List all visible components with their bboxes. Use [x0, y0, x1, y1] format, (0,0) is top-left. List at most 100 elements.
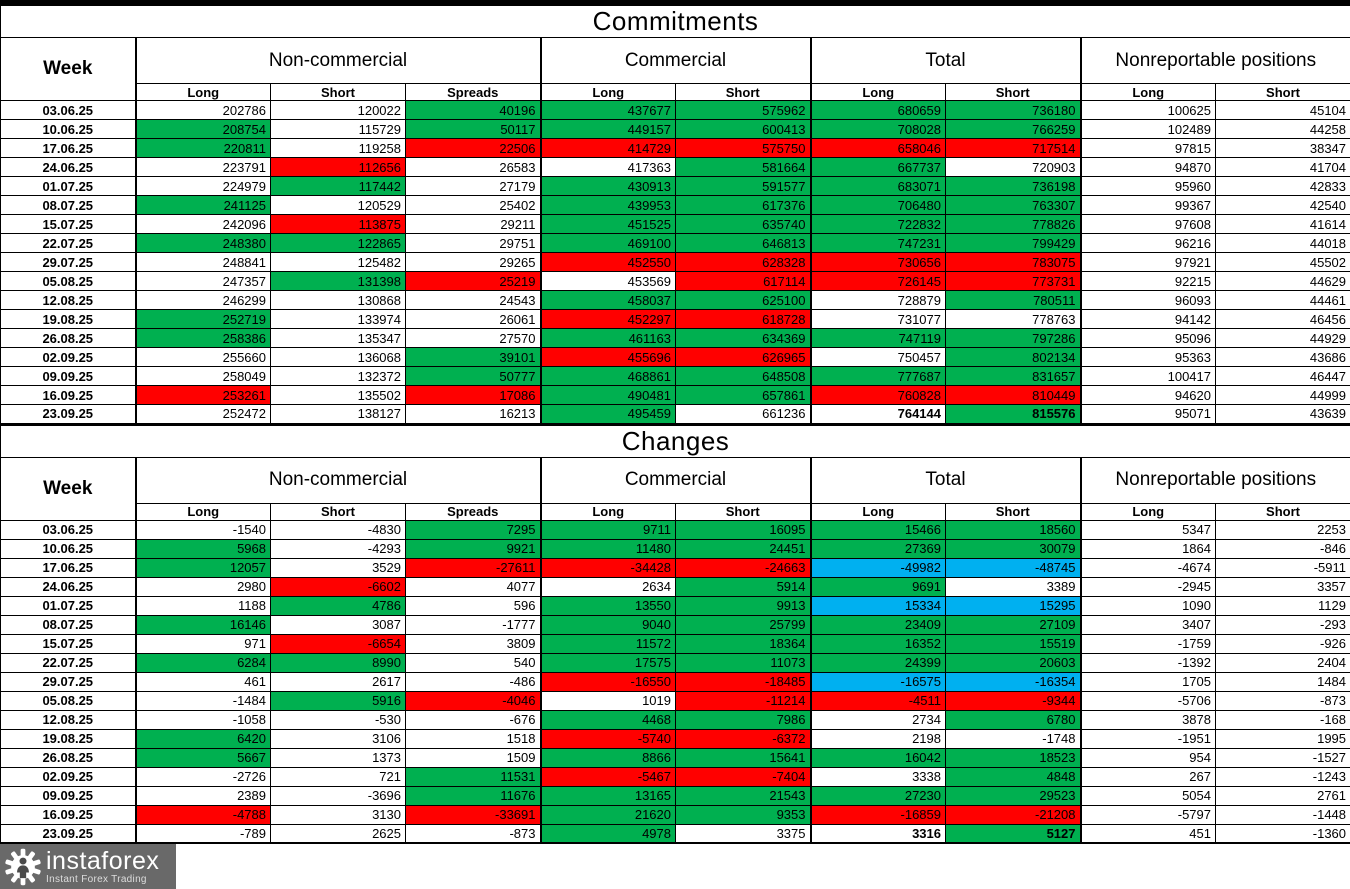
value-cell: -5740	[539, 728, 676, 749]
value-cell: 540	[405, 652, 541, 673]
value-cell: 20603	[945, 652, 1081, 673]
value-cell: 1373	[270, 747, 406, 768]
value-cell: 721	[270, 766, 406, 787]
value-cell: 437677	[539, 100, 676, 120]
table-row: 15.07.25 971 -6654 3809 11572 18364 16352 15519…	[0, 633, 1350, 654]
table-row: 24.06.25 2980 -6602 4077 2634 5914 9691 3389 -29…	[0, 576, 1350, 597]
value-cell: 815576	[945, 404, 1081, 425]
value-cell: 208754	[134, 119, 271, 139]
group-header: Commercial	[539, 37, 811, 84]
table-header: Changes Week Non-commercial Commercial Total…	[0, 424, 1350, 521]
value-cell: 736180	[945, 100, 1081, 120]
value-cell: 242096	[134, 214, 271, 234]
value-cell: 1705	[1079, 671, 1216, 692]
value-cell: 596	[405, 595, 541, 616]
group-header: Commercial	[539, 456, 811, 504]
group-header: Non-commercial	[134, 37, 541, 84]
sub-column-header: Long	[539, 83, 676, 101]
sub-column-header: Long	[539, 502, 676, 521]
value-cell: 42833	[1214, 176, 1350, 196]
value-cell: 2625	[270, 823, 406, 844]
value-cell: 648508	[675, 366, 811, 386]
value-cell: 3809	[405, 633, 541, 654]
value-cell: 135347	[270, 328, 406, 348]
table-body: 03.06.25 202786 120022 40196 437677 575962 680…	[0, 100, 1350, 425]
value-cell: 3529	[270, 557, 406, 578]
value-cell: 797286	[945, 328, 1081, 348]
sub-column-header: Short	[945, 502, 1081, 521]
group-header: Nonreportable positions	[1079, 456, 1350, 504]
value-cell: -33691	[405, 804, 541, 825]
watermark-text: instaforex Instant Forex Trading	[46, 848, 159, 885]
value-cell: 799429	[945, 233, 1081, 253]
week-cell: 01.07.25	[0, 176, 136, 196]
week-cell: 09.09.25	[0, 785, 136, 806]
sub-column-header: Short	[270, 502, 406, 521]
value-cell: 747231	[809, 233, 946, 253]
value-cell: 3407	[1079, 614, 1216, 635]
value-cell: 112656	[270, 157, 406, 177]
value-cell: 2761	[1214, 785, 1350, 806]
value-cell: 2404	[1214, 652, 1350, 673]
week-cell: 03.06.25	[0, 519, 136, 540]
value-cell: 452550	[539, 252, 676, 272]
value-cell: 6284	[134, 652, 271, 673]
value-cell: 657861	[675, 385, 811, 405]
value-cell: 25402	[405, 195, 541, 215]
value-cell: 38347	[1214, 138, 1350, 158]
value-cell: 24543	[405, 290, 541, 310]
value-cell: 736198	[945, 176, 1081, 196]
value-cell: 102489	[1079, 119, 1216, 139]
value-cell: 439953	[539, 195, 676, 215]
value-cell: 3338	[809, 766, 946, 787]
value-cell: 224979	[134, 176, 271, 196]
value-cell: 18523	[945, 747, 1081, 768]
value-cell: 17575	[539, 652, 676, 673]
value-cell: 120529	[270, 195, 406, 215]
value-cell: 138127	[270, 404, 406, 425]
value-cell: 120022	[270, 100, 406, 120]
value-cell: 634369	[675, 328, 811, 348]
value-cell: -3696	[270, 785, 406, 806]
value-cell: 802134	[945, 347, 1081, 367]
instaforex-watermark: instaforex Instant Forex Trading	[0, 844, 176, 889]
value-cell: 97921	[1079, 252, 1216, 272]
value-cell: -1360	[1214, 823, 1350, 844]
value-cell: 252719	[134, 309, 271, 329]
sub-column-header: Long	[1079, 83, 1216, 101]
sub-column-header: Short	[675, 83, 811, 101]
week-cell: 08.07.25	[0, 614, 136, 635]
table-row: 23.09.25 252472 138127 16213 495459 661236 764…	[0, 404, 1350, 425]
value-cell: 21620	[539, 804, 676, 825]
sub-column-header: Short	[945, 83, 1081, 101]
table-row: 02.09.25 -2726 721 11531 -5467 -7404 3338 4848 2…	[0, 766, 1350, 787]
value-cell: 3316	[809, 823, 946, 844]
value-cell: 13165	[539, 785, 676, 806]
value-cell: -16859	[809, 804, 946, 825]
sub-column-header: Long	[134, 502, 271, 521]
value-cell: 451	[1079, 823, 1216, 844]
value-cell: 136068	[270, 347, 406, 367]
value-cell: 9711	[539, 519, 676, 540]
value-cell: 248380	[134, 233, 271, 253]
sub-column-header: Short	[1214, 83, 1350, 101]
value-cell: 9353	[675, 804, 811, 825]
table-row: 10.06.25 5968 -4293 9921 11480 24451 27369 3007…	[0, 538, 1350, 559]
value-cell: 22506	[405, 138, 541, 158]
value-cell: -4293	[270, 538, 406, 559]
value-cell: 11676	[405, 785, 541, 806]
value-cell: 575750	[675, 138, 811, 158]
week-cell: 09.09.25	[0, 366, 136, 386]
value-cell: 490481	[539, 385, 676, 405]
table-row: 01.07.25 1188 4786 596 13550 9913 15334 15295 10…	[0, 595, 1350, 616]
group-header: Total	[809, 37, 1081, 84]
sub-column-header: Long	[809, 83, 946, 101]
week-cell: 08.07.25	[0, 195, 136, 215]
value-cell: 760828	[809, 385, 946, 405]
brand-tagline: Instant Forex Trading	[46, 873, 147, 885]
value-cell: 667737	[809, 157, 946, 177]
value-cell: 831657	[945, 366, 1081, 386]
value-cell: 50117	[405, 119, 541, 139]
value-cell: -4511	[809, 690, 946, 711]
value-cell: 29265	[405, 252, 541, 272]
